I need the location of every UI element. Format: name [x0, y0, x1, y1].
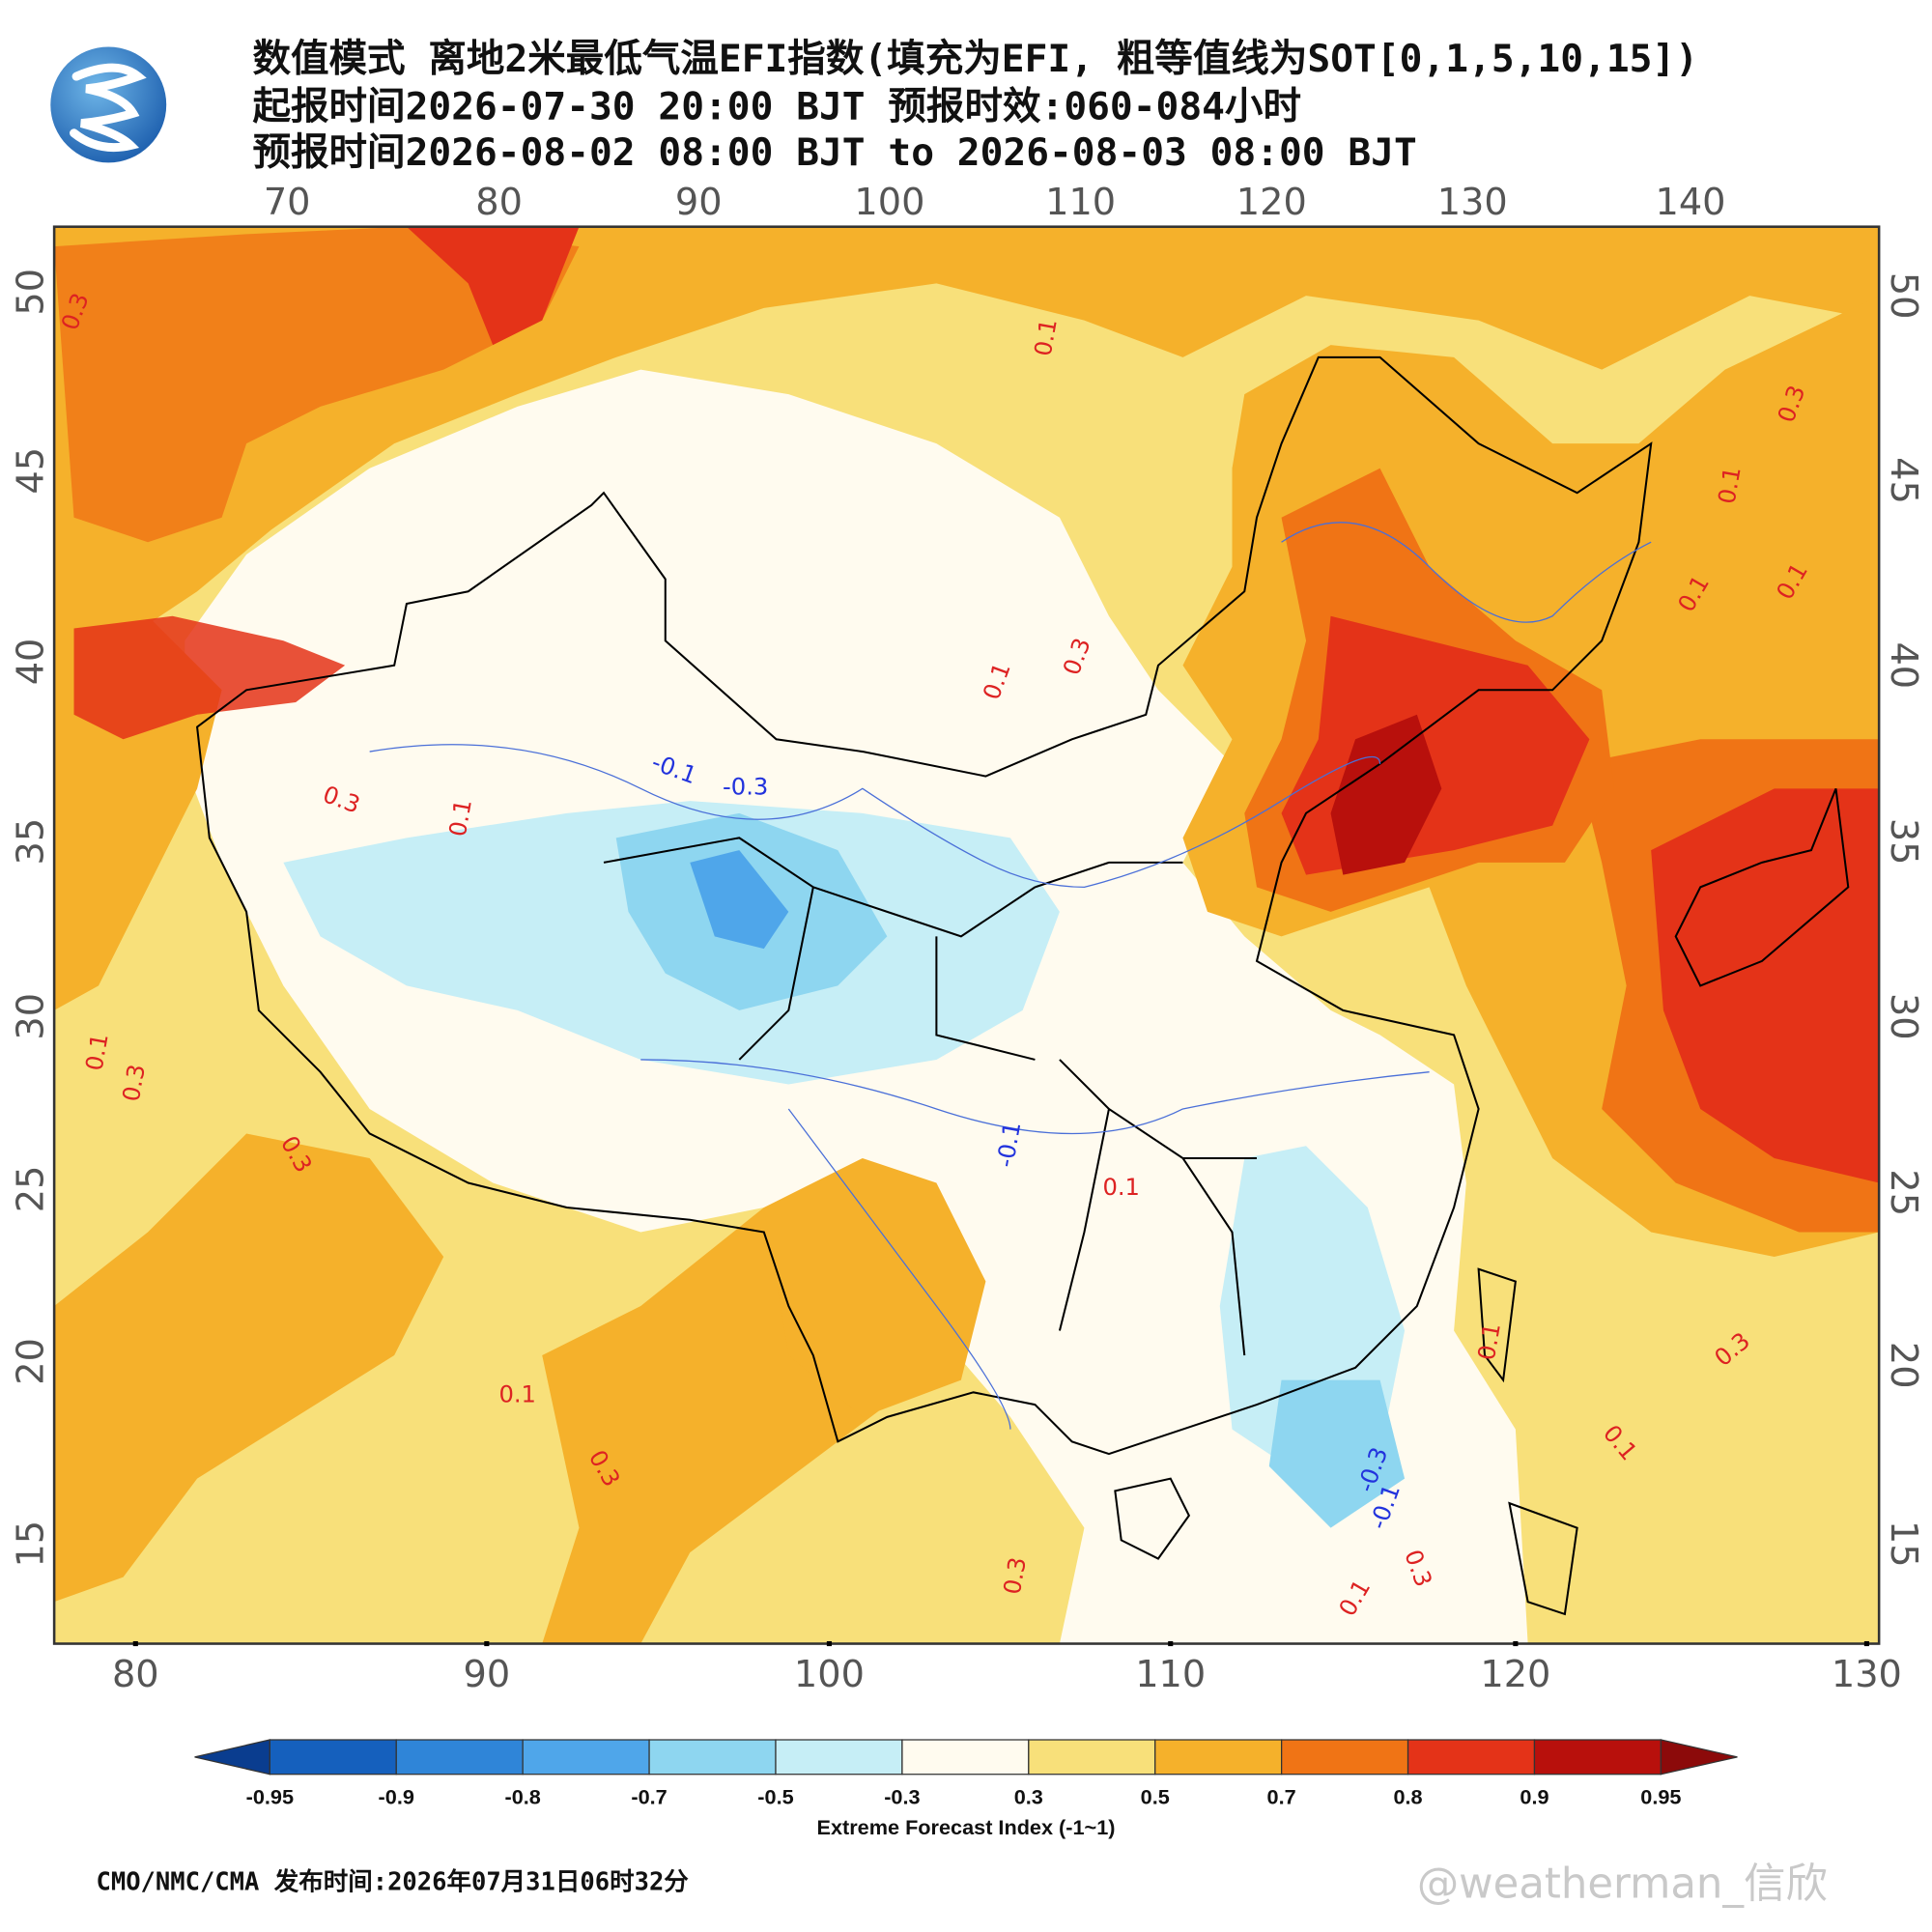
- top-lon-label: 140: [1655, 181, 1725, 224]
- right-lat-label: 35: [1882, 818, 1925, 866]
- bottom-lon-label: 80: [112, 1653, 159, 1696]
- colorbar-label: 0.3: [1014, 1784, 1043, 1808]
- top-lon-label: 80: [475, 181, 523, 224]
- colorbar-bin: [269, 1739, 397, 1776]
- top-lon-label: 70: [264, 181, 311, 224]
- colorbar-label: -0.3: [884, 1784, 920, 1808]
- contour-label: 0.1: [498, 1381, 536, 1408]
- colorbar-bin: [1533, 1739, 1662, 1776]
- contour-label: 0.3: [118, 1063, 151, 1104]
- contour-label: 0.1: [80, 1032, 113, 1073]
- left-lat-label: 45: [10, 447, 53, 495]
- contour-label: 0.3: [999, 1555, 1032, 1597]
- left-lat-label: 40: [10, 639, 53, 686]
- colorbar: -0.95 -0.9 -0.8 -0.7 -0.5 -0.3 0.3 0.5 0.7 0.8 0.9…: [194, 1739, 1738, 1808]
- colorbar-label: 0.8: [1393, 1784, 1422, 1808]
- bottom-lon-label: 90: [463, 1653, 510, 1696]
- top-lon-label: 130: [1437, 181, 1508, 224]
- axis-labels: 70 80 90 100 110 120 130 140 80 90 100 110 120 130 50 4…: [10, 181, 1925, 1696]
- left-lat-label: 25: [10, 1166, 53, 1213]
- colorbar-high-triangle: [1660, 1739, 1738, 1776]
- right-lat-label: 30: [1882, 993, 1925, 1040]
- colorbar-bin: [901, 1739, 1030, 1776]
- logo: [50, 46, 167, 163]
- colorbar-bin: [1281, 1739, 1409, 1776]
- top-lon-label: 100: [854, 181, 924, 224]
- top-lon-label: 120: [1236, 181, 1307, 224]
- colorbar-bin: [648, 1739, 777, 1776]
- left-lat-label: 15: [10, 1520, 53, 1568]
- left-lat-label: 20: [10, 1338, 53, 1385]
- right-lat-label: 20: [1882, 1342, 1925, 1389]
- map-frame: [52, 225, 1881, 1645]
- title-line-1: 数值模式 离地2米最低气温EFI指数(填充为EFI, 粗等值线为SOT[0,1,…: [252, 37, 1698, 81]
- contour-label: 0.1: [1102, 1174, 1140, 1201]
- contour-label: 0.1: [1713, 465, 1746, 506]
- map-fill: [54, 226, 1880, 1644]
- watermark: @weatherman_信欣: [1417, 1860, 1828, 1908]
- bottom-lon-label: 120: [1480, 1653, 1550, 1696]
- contour-label: 0.1: [1473, 1321, 1506, 1363]
- colorbar-label: 0.7: [1267, 1784, 1296, 1808]
- right-lat-label: 40: [1882, 641, 1925, 689]
- left-lat-label: 30: [10, 993, 53, 1040]
- colorbar-title: Extreme Forecast Index (-1~1): [817, 1815, 1116, 1839]
- colorbar-bin: [522, 1739, 650, 1776]
- colorbar-bin: [1406, 1739, 1536, 1776]
- top-lon-label: 90: [675, 181, 723, 224]
- bottom-lon-label: 100: [794, 1653, 865, 1696]
- colorbar-label: -0.5: [757, 1784, 793, 1808]
- footer: CMO/NMC/CMA 发布时间:2026年07月31日06时32分: [96, 1868, 689, 1897]
- colorbar-label: 0.95: [1640, 1784, 1681, 1808]
- colorbar-label: 0.5: [1141, 1784, 1170, 1808]
- colorbar-bin: [1028, 1739, 1156, 1776]
- bottom-lon-label: 130: [1832, 1653, 1902, 1696]
- right-lat-label: 50: [1882, 272, 1925, 320]
- right-lat-label: 45: [1882, 457, 1925, 504]
- colorbar-label: -0.7: [631, 1784, 667, 1808]
- bottom-lon-label: 110: [1135, 1653, 1206, 1696]
- top-lon-label: 110: [1045, 181, 1116, 224]
- left-lat-label: 50: [10, 269, 53, 316]
- colorbar-label: -0.9: [379, 1784, 414, 1808]
- contour-label: 0.1: [1030, 317, 1063, 358]
- contour-label: 0.1: [444, 797, 477, 838]
- colorbar-bin: [1154, 1739, 1283, 1776]
- colorbar-bin: [395, 1739, 524, 1776]
- right-lat-label: 15: [1882, 1520, 1925, 1568]
- right-lat-label: 25: [1882, 1169, 1925, 1216]
- colorbar-label: 0.9: [1520, 1784, 1548, 1808]
- colorbar-bin: [775, 1739, 903, 1776]
- left-lat-label: 35: [10, 818, 53, 866]
- colorbar-label: -0.8: [504, 1784, 540, 1808]
- title-line-3: 预报时间2026-08-02 08:00 BJT to 2026-08-03 0…: [252, 130, 1416, 175]
- contour-label: -0.3: [723, 774, 768, 801]
- title-line-2: 起报时间2026-07-30 20:00 BJT 预报时效:060-084小时: [252, 85, 1301, 129]
- colorbar-label: -0.95: [246, 1784, 294, 1808]
